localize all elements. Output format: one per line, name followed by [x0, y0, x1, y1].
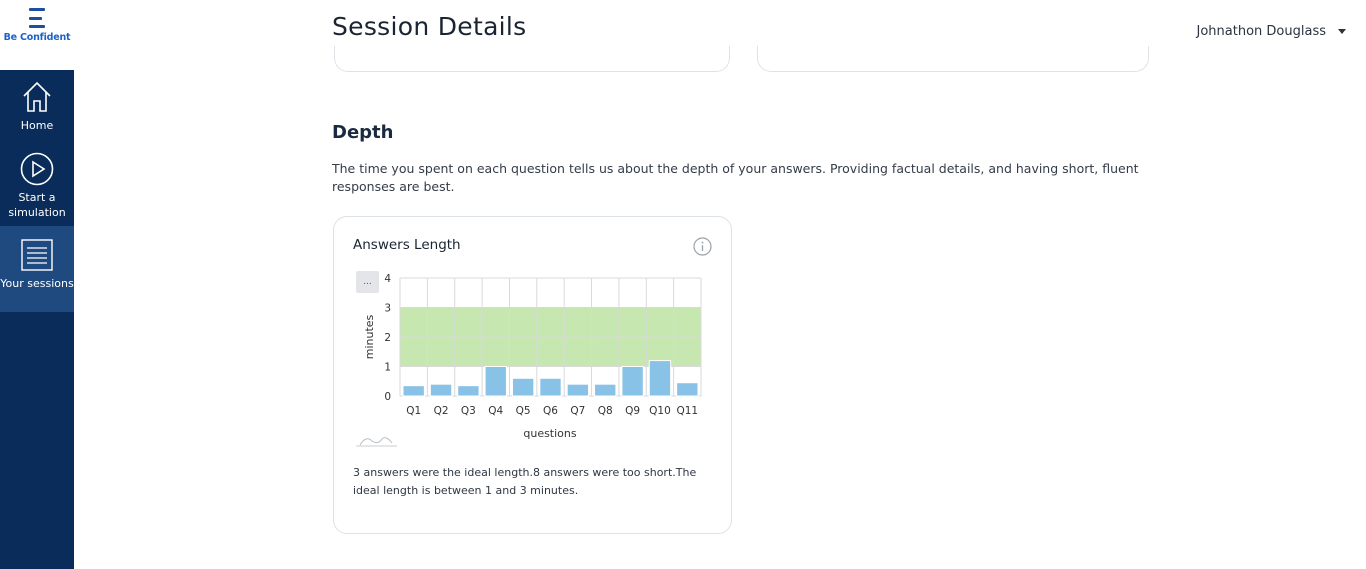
chart-menu-button[interactable]: ...: [356, 271, 379, 293]
x-tick-label: Q2: [434, 405, 449, 417]
info-icon[interactable]: [693, 237, 712, 256]
chart-caption: 3 answers were the ideal length.8 answer…: [353, 466, 697, 497]
bar-q2[interactable]: [429, 383, 453, 397]
x-tick-label: Q6: [543, 405, 558, 417]
chevron-down-icon: [1338, 29, 1346, 34]
y-tick-label: 4: [384, 273, 391, 285]
bar-q1[interactable]: [402, 385, 425, 397]
card-title: Answers Length: [353, 237, 461, 253]
x-tick-label: Q11: [676, 405, 698, 417]
bar-q8[interactable]: [594, 383, 617, 397]
play-icon: [20, 152, 54, 186]
x-tick-label: Q10: [649, 405, 671, 417]
x-tick-label: Q3: [461, 405, 476, 417]
y-tick-label: 2: [384, 332, 391, 344]
x-tick-label: Q4: [488, 405, 503, 417]
sidebar-item-label: Start a simulation: [8, 191, 66, 219]
page-title: Session Details: [332, 12, 527, 41]
brand-logo[interactable]: Be Confident: [0, 0, 74, 70]
brand-name: Be Confident: [3, 32, 71, 43]
section-title: Depth: [332, 122, 394, 143]
x-tick-label: Q1: [406, 405, 421, 417]
y-axis-label: minutes: [363, 314, 376, 359]
x-tick-label: Q7: [570, 405, 585, 417]
x-tick-label: Q8: [598, 405, 613, 417]
bar-q9[interactable]: [621, 366, 644, 397]
logo-mark-icon: [29, 8, 45, 28]
sidebar-item-label: Your sessions: [0, 277, 74, 290]
answers-length-card: Answers Length ... 0 1 2 3 4 Q1 Q2 Q3 Q4 Q5 Q6 Q7 Q…: [333, 216, 732, 534]
y-tick-label: 1: [384, 362, 391, 374]
sidebar-item-label: Home: [20, 119, 54, 132]
sidebar-item-start-simulation[interactable]: Start a simulation: [0, 140, 74, 226]
sidebar-item-your-sessions[interactable]: Your sessions: [0, 226, 74, 312]
y-tick-label: 0: [384, 391, 391, 403]
answers-length-chart: 0 1 2 3 4 Q1 Q2 Q3 Q4 Q5 Q6 Q7 Q8 Q9 Q10 Q11 minutes q…: [356, 273, 702, 447]
section-description: The time you spent on each question tell…: [332, 161, 1139, 194]
chart-navigator[interactable]: [356, 437, 397, 447]
list-icon: [21, 239, 53, 271]
bar-q6[interactable]: [539, 377, 562, 397]
x-axis-label: questions: [523, 427, 577, 440]
previous-card-left: [334, 46, 730, 72]
bar-q3[interactable]: [457, 385, 480, 397]
bar-q10[interactable]: [648, 360, 672, 397]
home-icon: [23, 81, 51, 112]
x-tick-label: Q9: [625, 405, 640, 417]
previous-card-right: [757, 46, 1149, 72]
x-tick-label: Q5: [516, 405, 531, 417]
user-menu[interactable]: Johnathon Douglass: [1197, 24, 1346, 39]
sidebar-item-home[interactable]: Home: [0, 70, 74, 140]
bar-q11[interactable]: [676, 382, 699, 397]
bar-q7[interactable]: [566, 383, 590, 397]
user-name: Johnathon Douglass: [1196, 24, 1326, 39]
sidebar: Home Start a simulation Your sessions: [0, 70, 74, 569]
bar-q4[interactable]: [484, 366, 507, 397]
bar-q5[interactable]: [511, 377, 535, 397]
y-tick-label: 3: [384, 303, 391, 315]
